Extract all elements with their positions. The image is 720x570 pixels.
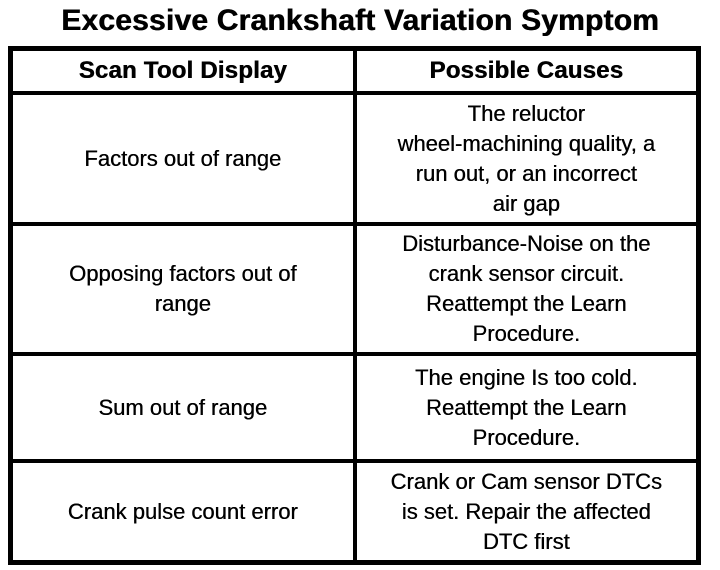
cell-possible-causes: Crank or Cam sensor DTCs is set. Repair … <box>352 459 701 565</box>
header-cell-scan-tool-display: Scan Tool Display <box>8 46 357 95</box>
table-row: Sum out of range The engine Is too cold.… <box>8 352 701 463</box>
cell-possible-causes: The engine Is too cold. Reattempt the Le… <box>352 352 701 463</box>
header-cell-possible-causes: Possible Causes <box>352 46 701 95</box>
cell-scan-tool-display: Factors out of range <box>8 91 357 226</box>
table-row: Factors out of range The reluctor wheel-… <box>8 91 701 226</box>
cell-possible-causes: The reluctor wheel-machining quality, a … <box>352 91 701 226</box>
symptom-table: Scan Tool Display Possible Causes Factor… <box>8 46 701 565</box>
table-row: Crank pulse count error Crank or Cam sen… <box>8 459 701 565</box>
page-title: Excessive Crankshaft Variation Symptom <box>61 4 659 37</box>
cell-possible-causes: Disturbance-Noise on the crank sensor ci… <box>352 222 701 356</box>
cell-scan-tool-display: Sum out of range <box>8 352 357 463</box>
cell-scan-tool-display: Crank pulse count error <box>8 459 357 565</box>
table-row: Opposing factors out of range Disturbanc… <box>8 222 701 356</box>
table-header-row: Scan Tool Display Possible Causes <box>8 46 701 95</box>
cell-scan-tool-display: Opposing factors out of range <box>8 222 357 356</box>
